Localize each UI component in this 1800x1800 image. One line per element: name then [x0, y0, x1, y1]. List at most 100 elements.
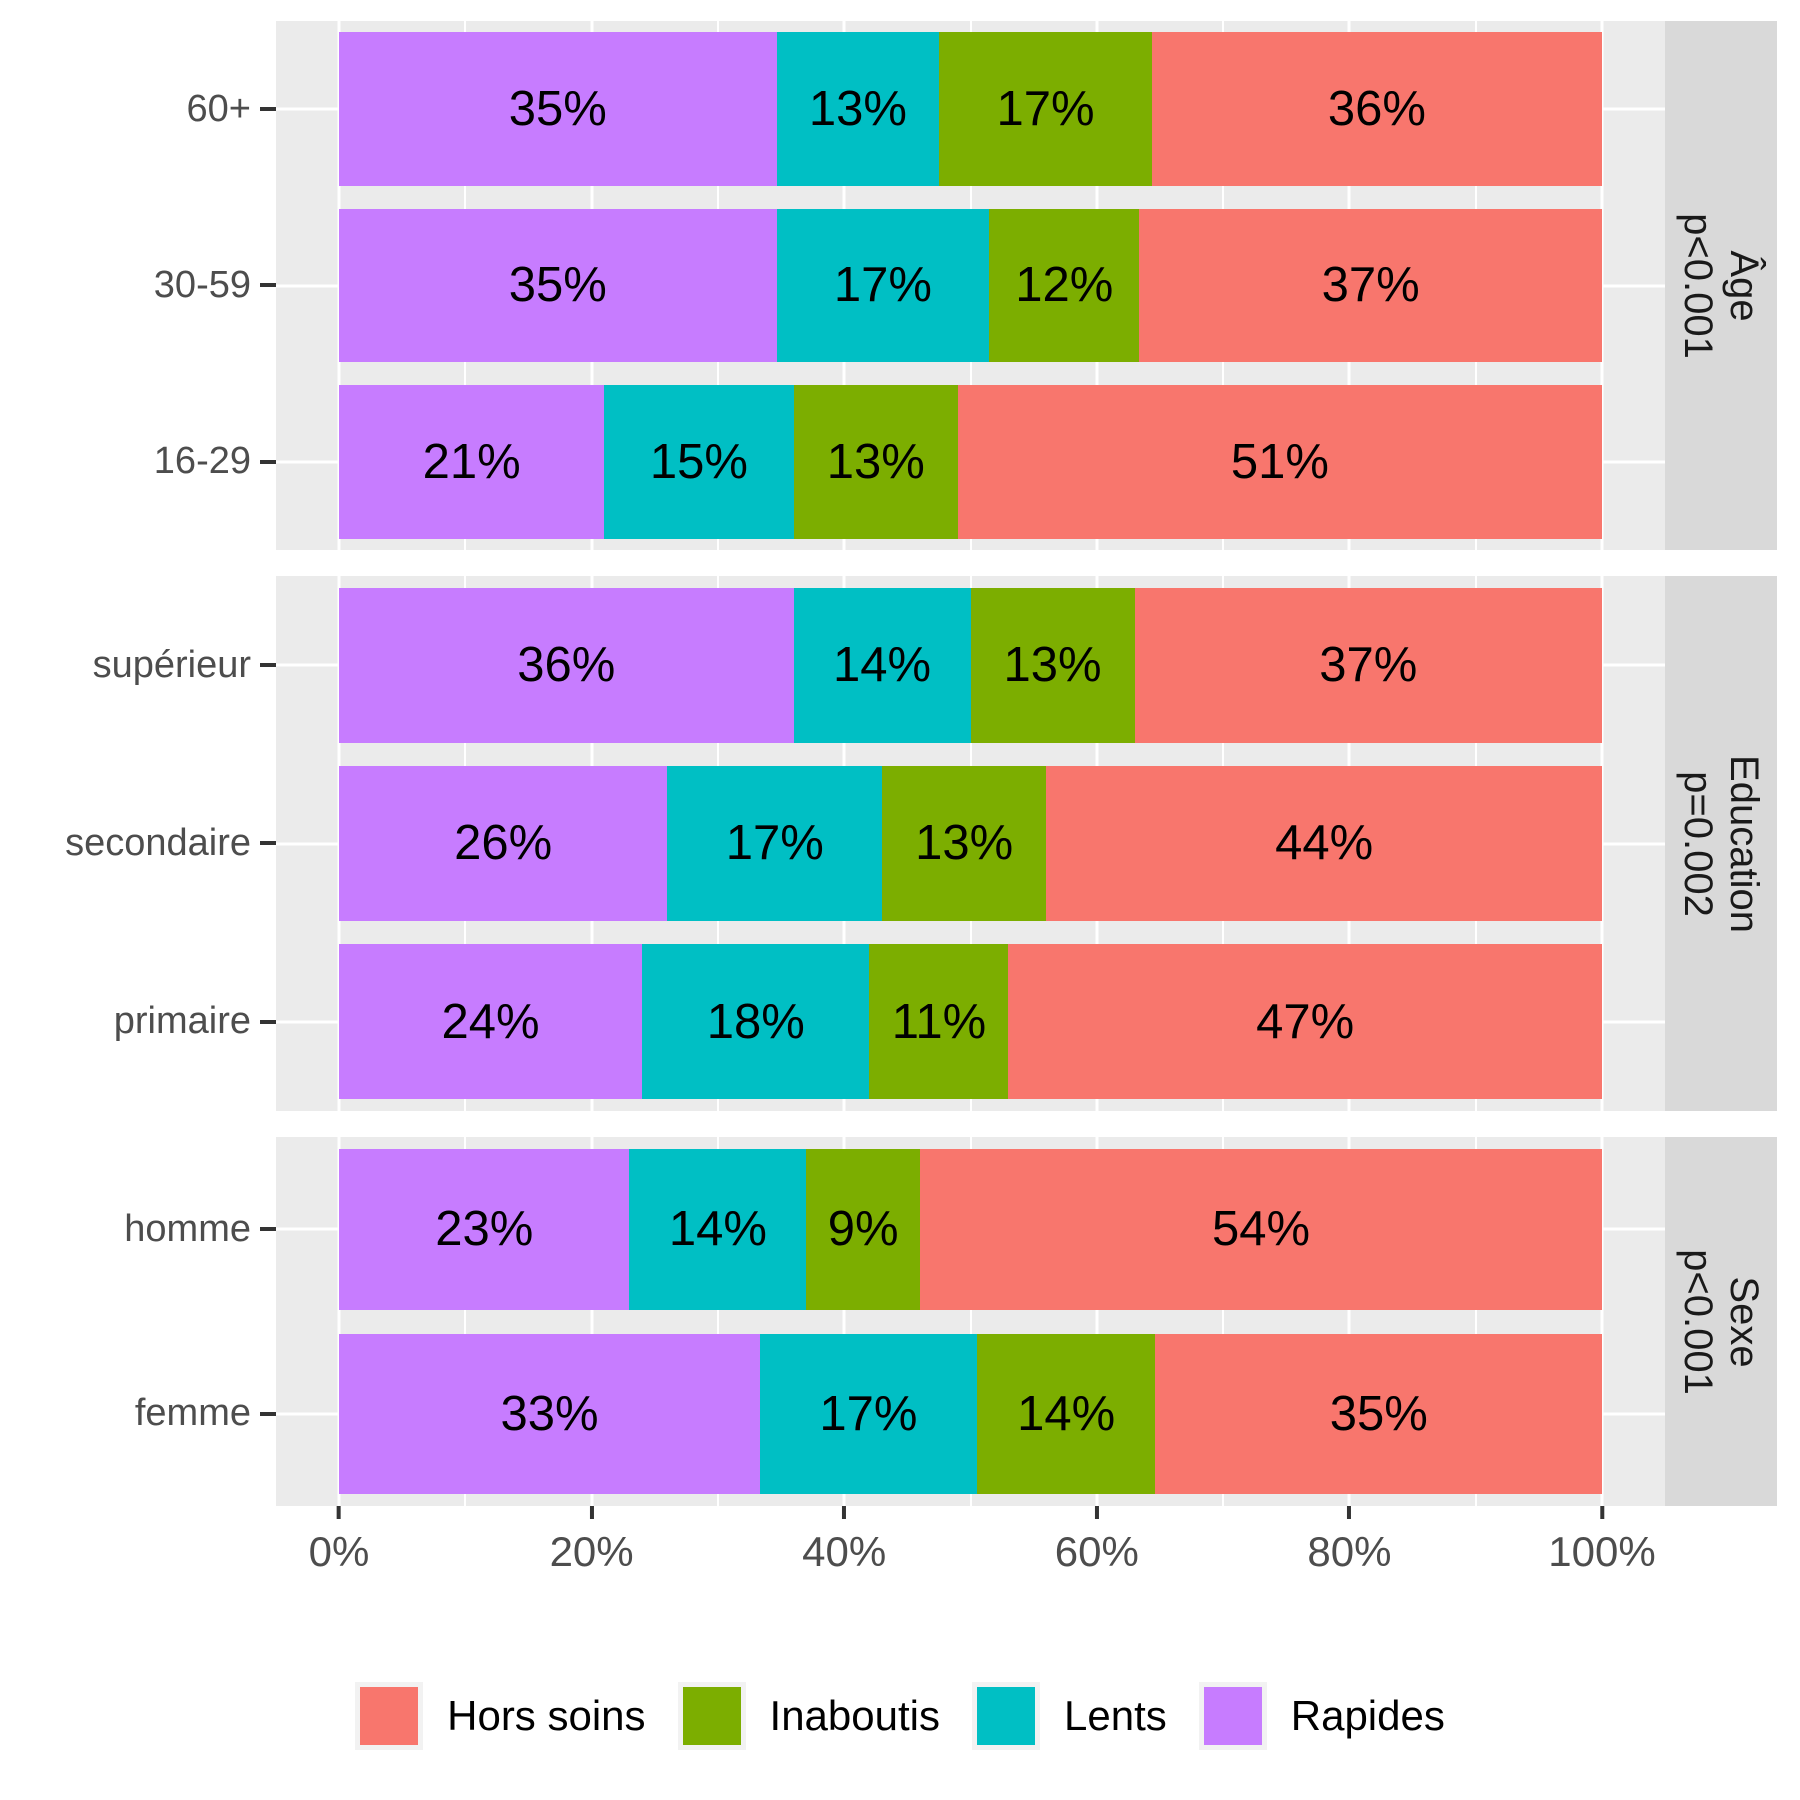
legend-key — [972, 1682, 1040, 1750]
x-tick: 60% — [1055, 1506, 1139, 1576]
bar-segment-label: 26% — [454, 816, 553, 871]
stacked-bar-16-29: 21% 15% 13% 51% — [339, 385, 1602, 539]
legend-label: Inaboutis — [769, 1692, 940, 1739]
bar-slot: 33% 17% 14% 35% — [339, 1322, 1602, 1507]
bar-segment-label: 11% — [891, 994, 987, 1049]
bar-slot: 35% 17% 12% 37% — [339, 197, 1602, 373]
bars-layer: 35% 13% 17% 36% 35% 17% 12% 37% 21% 15% 13% 51% — [339, 21, 1602, 550]
category-row: 60+ — [0, 21, 276, 197]
bar-segment-Hors soins: 35% — [1155, 1333, 1602, 1494]
legend-label: Rapides — [1290, 1692, 1445, 1739]
bar-segment-label: 14% — [668, 1202, 767, 1257]
bar-slot: 26% 17% 13% 44% — [339, 754, 1602, 932]
bar-segment-label: 13% — [1003, 638, 1102, 693]
category-row: secondaire — [0, 754, 276, 932]
legend-item-Lents: Lents — [972, 1682, 1167, 1750]
gridline-major-v — [842, 1137, 846, 1506]
facet-strip-title: Âge — [1722, 249, 1766, 322]
gridline-minor-v — [1222, 1137, 1225, 1506]
stacked-bar-secondaire: 26% 17% 13% 44% — [339, 765, 1602, 922]
y-tick-mark — [260, 459, 276, 464]
bar-segment-label: 36% — [517, 638, 616, 693]
bar-segment-label: 47% — [1256, 994, 1355, 1049]
bars-layer: 36% 14% 13% 37% 26% 17% 13% 44% 24% 18% 11% 47% — [339, 576, 1603, 1111]
legend-item-Rapides: Rapides — [1198, 1682, 1445, 1750]
bar-slot: 36% 14% 13% 37% — [339, 576, 1602, 754]
stacked-bar-homme: 23% 14% 9% 54% — [339, 1149, 1602, 1310]
facet-strip-pvalue: p<0.001 — [1676, 212, 1720, 359]
x-tick-label: 100% — [1548, 1528, 1656, 1575]
facet-strip-title: Education — [1722, 754, 1766, 933]
bar-segment-Inaboutis: 11% — [869, 944, 1009, 1100]
bar-segment-label: 14% — [833, 638, 932, 693]
bar-segment-Inaboutis: 12% — [989, 208, 1140, 363]
legend-key — [1198, 1682, 1267, 1750]
gridline-major-v — [1600, 1137, 1604, 1506]
bar-segment-Inaboutis: 17% — [939, 32, 1152, 186]
y-tick-mark — [260, 107, 276, 112]
x-tick-mark — [1599, 1506, 1604, 1519]
bar-slot: 35% 13% 17% 36% — [339, 21, 1602, 197]
category-row: supérieur — [0, 576, 276, 754]
facet-strip: Education p=0.002 — [1665, 576, 1777, 1111]
bar-segment-label: 51% — [1230, 434, 1329, 489]
facet-panel: 23% 14% 9% 54% 33% 17% 14% 35% — [276, 1137, 1665, 1506]
gridlines — [337, 1137, 1604, 1506]
facet-strip-label: Sexe p<0.001 — [1675, 1249, 1767, 1395]
x-tick-label: 0% — [308, 1528, 370, 1575]
x-tick-label: 60% — [1054, 1528, 1139, 1575]
bar-segment-Inaboutis: 14% — [976, 1333, 1156, 1494]
bar-slot: 23% 14% 9% 54% — [339, 1137, 1602, 1322]
gridline-minor-v — [464, 1137, 467, 1506]
facet-strip-label: Education p=0.002 — [1675, 755, 1767, 933]
legend: Hors soins Inaboutis Lents Rapides — [0, 1682, 1800, 1750]
category-row: 16-29 — [0, 374, 276, 550]
bar-segment-Lents: 18% — [642, 944, 870, 1100]
bar-segment-Rapides: 21% — [339, 385, 605, 539]
bar-segment-label: 13% — [826, 434, 925, 489]
bar-segment-label: 54% — [1211, 1202, 1311, 1257]
x-tick: 0% — [308, 1506, 370, 1576]
bar-segment-Lents: 14% — [793, 587, 971, 743]
bar-segment-Hors soins: 47% — [1008, 944, 1603, 1100]
bar-segment-Rapides: 35% — [339, 32, 777, 186]
bar-segment-Inaboutis: 13% — [793, 385, 958, 539]
bar-segment-Rapides: 33% — [339, 1333, 760, 1494]
bar-segment-Inaboutis: 9% — [806, 1149, 920, 1310]
gridline-minor-v — [716, 1137, 719, 1506]
bar-segment-label: 13% — [915, 816, 1014, 871]
legend-label: Lents — [1064, 1692, 1167, 1739]
category-label: primaire — [113, 1000, 251, 1043]
bar-segment-Lents: 15% — [604, 385, 794, 539]
bar-segment-label: 9% — [827, 1202, 899, 1257]
facet-area: 60+ 30-59 16-29 35% 13% 17% 36% 35% 17% 12% 37% 21%… — [0, 21, 1800, 1506]
legend-key-swatch — [1203, 1687, 1262, 1745]
x-tick-mark — [589, 1506, 594, 1519]
legend-key-swatch — [977, 1687, 1035, 1745]
facet-panel: 36% 14% 13% 37% 26% 17% 13% 44% 24% 18% 11% 47% — [276, 576, 1665, 1111]
stacked-bar-primaire: 24% 18% 11% 47% — [339, 944, 1603, 1100]
bar-segment-label: 24% — [441, 994, 540, 1049]
facet-Sexe: homme femme 23% 14% 9% 54% 33% 17% 14% 35% Sexe p<0… — [0, 1137, 1777, 1506]
bar-segment-Inaboutis: 13% — [970, 587, 1135, 743]
category-label: secondaire — [65, 821, 251, 864]
facet-Education: supérieur secondaire primaire 36% 14% 13% 37% 2… — [0, 576, 1777, 1111]
facet-strip-pvalue: p<0.001 — [1676, 1248, 1720, 1395]
facet-strip: Sexe p<0.001 — [1665, 1137, 1777, 1506]
y-tick-mark — [260, 841, 276, 846]
category-row: homme — [0, 1137, 276, 1322]
bar-slot: 24% 18% 11% 47% — [339, 933, 1603, 1111]
bar-segment-label: 17% — [725, 816, 824, 871]
bar-segment-label: 17% — [996, 82, 1095, 137]
x-axis-right-pad — [1665, 1506, 1777, 1586]
bar-segment-label: 37% — [1319, 638, 1418, 693]
gridline-major-v — [1095, 1137, 1099, 1506]
legend-item-Hors soins: Hors soins — [355, 1682, 646, 1750]
bar-segment-label: 37% — [1321, 258, 1420, 313]
gridline-major-v — [590, 1137, 594, 1506]
bar-segment-Rapides: 24% — [339, 944, 643, 1100]
y-tick-mark — [260, 1227, 276, 1232]
x-tick-mark — [1347, 1506, 1352, 1519]
bar-segment-Hors soins: 37% — [1134, 587, 1602, 743]
bar-segment-Lents: 17% — [760, 1333, 977, 1494]
